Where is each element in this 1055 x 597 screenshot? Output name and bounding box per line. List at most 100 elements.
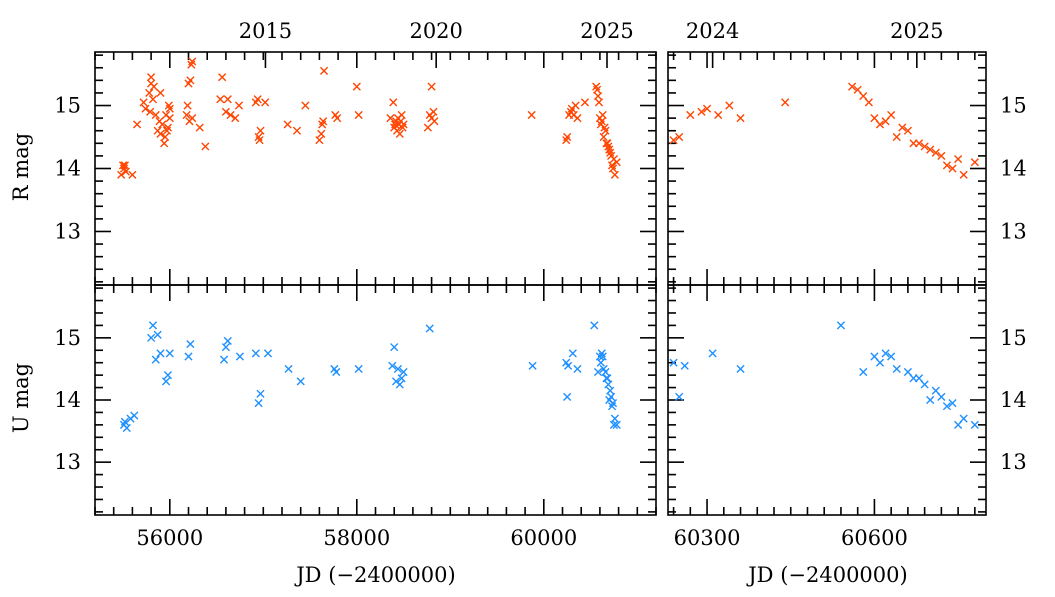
data-point (301, 101, 310, 110)
data-point (153, 330, 162, 339)
data-point (702, 104, 712, 113)
data-point (427, 82, 436, 91)
plot-frame (94, 284, 657, 516)
data-point (284, 364, 293, 374)
data-point (612, 158, 621, 167)
y-tick-label: 13 (1000, 219, 1027, 243)
data-point (864, 98, 873, 107)
year-label: 2025 (580, 19, 633, 43)
data-point (397, 374, 406, 383)
y-tick-label: 13 (1000, 450, 1027, 474)
x-tick-label: 56000 (136, 526, 203, 550)
data-point (597, 117, 606, 126)
data-point (397, 110, 406, 120)
data-point (163, 123, 173, 132)
data-point (132, 120, 142, 129)
data-point (608, 399, 618, 408)
data-point (836, 321, 846, 330)
data-point (141, 104, 150, 113)
data-point (669, 136, 678, 145)
data-point (680, 361, 689, 370)
x-axis-title-left: JD (−2400000) (294, 563, 455, 587)
data-point (926, 145, 935, 154)
data-point (292, 126, 302, 135)
data-point (163, 371, 173, 380)
data-point (593, 85, 602, 94)
data-point (296, 377, 305, 386)
data-point (564, 361, 573, 370)
y-tick-label: 13 (54, 450, 81, 474)
data-point (612, 420, 621, 429)
y-axis-title-r: R mag (9, 133, 33, 201)
data-point (970, 158, 979, 167)
data-point (563, 392, 572, 401)
data-point (332, 367, 341, 377)
data-point (914, 139, 924, 148)
data-point (959, 170, 968, 179)
data-point (573, 364, 582, 374)
data-point (120, 161, 130, 170)
data-point (216, 95, 225, 104)
data-point (256, 389, 265, 398)
data-point (714, 110, 723, 120)
data-point (781, 98, 790, 107)
x-axis-title-right: JD (−2400000) (746, 563, 907, 587)
data-point (234, 101, 244, 110)
year-label: 2015 (239, 19, 292, 43)
data-point (226, 110, 235, 120)
data-point (160, 139, 169, 148)
data-point (937, 151, 946, 160)
data-point (393, 364, 403, 374)
data-point (156, 88, 165, 98)
data-point (573, 114, 582, 123)
data-point (942, 402, 952, 411)
data-point (892, 364, 901, 374)
data-point (697, 107, 706, 116)
y-tick-label: 14 (1000, 157, 1027, 181)
data-point (256, 126, 265, 135)
data-point (147, 333, 156, 342)
plot-frame (94, 51, 657, 286)
y-tick-label: 13 (54, 219, 81, 243)
data-point (686, 110, 695, 120)
x-tick-label: 60600 (841, 526, 908, 550)
data-point (948, 399, 957, 408)
data-point (948, 164, 957, 173)
data-point (186, 339, 195, 349)
data-point (881, 349, 890, 358)
data-point (395, 380, 404, 389)
data-point (253, 95, 262, 104)
y-tick-label: 15 (54, 94, 81, 118)
y-axis-title-u: U mag (9, 363, 33, 433)
data-point (607, 392, 616, 401)
data-point (182, 110, 191, 120)
data-point (580, 98, 590, 107)
data-point (165, 104, 174, 113)
data-point (251, 349, 260, 358)
data-point (903, 126, 912, 135)
data-point (590, 321, 599, 330)
x-tick-label: 60000 (510, 526, 577, 550)
data-point (158, 120, 167, 129)
data-point (223, 95, 232, 104)
data-point (201, 142, 210, 151)
data-point (875, 120, 885, 129)
data-point (231, 114, 240, 123)
data-point (223, 336, 232, 346)
year-label: 2024 (686, 19, 739, 43)
r-band-right-panel: 2024 2025 13 14 15 (667, 19, 1027, 286)
data-point (920, 380, 929, 389)
data-point (604, 380, 613, 389)
data-point (430, 117, 439, 126)
data-point (283, 120, 292, 129)
data-point (594, 98, 604, 107)
data-point (148, 321, 158, 330)
data-point (148, 95, 158, 104)
data-point (736, 364, 745, 374)
data-point (254, 399, 263, 408)
data-point (156, 349, 165, 358)
data-point (875, 358, 885, 367)
data-point (942, 161, 952, 170)
year-label: 2020 (409, 19, 462, 43)
y-tick-label: 14 (1000, 388, 1027, 412)
